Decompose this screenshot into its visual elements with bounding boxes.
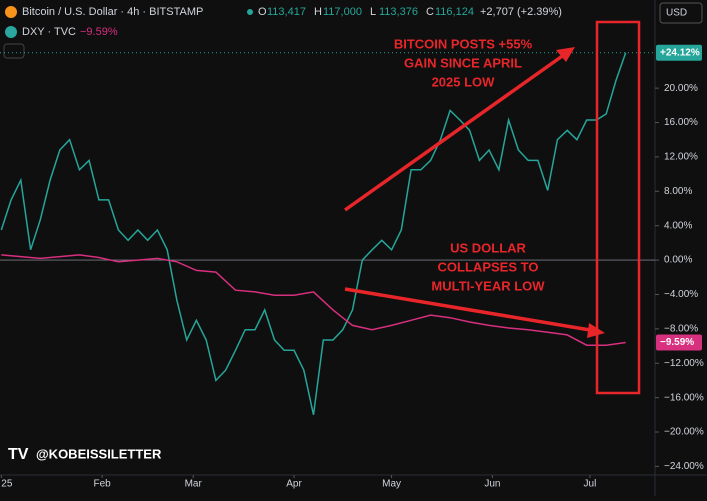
series-line — [1, 254, 626, 346]
y-tick-label: 16.00% — [664, 117, 698, 128]
collapse-button[interactable] — [3, 43, 25, 59]
x-tick-label: Mar — [185, 479, 203, 490]
symbol: Bitcoin / U.S. Dollar · 4h · BITSTAMP — [22, 6, 203, 18]
ohlc-key: O — [258, 6, 267, 18]
currency[interactable]: USD — [666, 8, 687, 19]
last-value-box — [656, 334, 702, 351]
y-tick-label: −12.00% — [664, 358, 704, 369]
status-dot — [247, 9, 253, 15]
last-value-label: −9.59% — [660, 337, 694, 348]
series-line — [0, 52, 627, 415]
y-tick-label: −20.00% — [664, 427, 704, 438]
y-tick-label: −8.00% — [664, 323, 698, 334]
x-tick-label: Jun — [484, 479, 500, 490]
arrow — [343, 50, 570, 212]
currency-button[interactable] — [659, 2, 703, 24]
annotation: MULTI-YEAR LOW — [431, 278, 545, 293]
annotation: COLLAPSES TO — [438, 259, 539, 274]
ohlc-value: 113,376 — [379, 6, 418, 18]
ohlc-key: C — [426, 6, 434, 18]
x-tick-label: May — [382, 479, 401, 490]
ohlc-key: L — [370, 6, 376, 18]
legend-name: DXY · TVC — [22, 26, 76, 38]
annotation: BITCOIN POSTS +55% — [394, 36, 533, 51]
annotation: GAIN SINCE APRIL — [404, 55, 522, 70]
ohlc-value: 116,124 — [435, 6, 474, 18]
annotation: US DOLLAR — [450, 240, 526, 255]
annotation: 2025 LOW — [432, 74, 496, 89]
x-tick-label: Feb — [94, 479, 112, 490]
y-tick-label: 4.00% — [664, 220, 692, 231]
ohlc-value: 113,417 — [267, 6, 306, 18]
x-tick-label: Apr — [286, 479, 302, 490]
ohlc-value: 117,000 — [323, 6, 362, 18]
watermark: @KOBEISSILETTER — [36, 446, 162, 461]
x-tick-label: Jul — [584, 479, 597, 490]
change: +2,707 (+2.39%) — [480, 6, 562, 18]
ohlc-key: H — [314, 6, 322, 18]
y-tick-label: 8.00% — [664, 186, 692, 197]
last-value-box — [656, 44, 702, 61]
legend-value: −9.59% — [80, 26, 118, 38]
btc-icon — [5, 6, 17, 18]
x-tick-label: 25 — [1, 479, 13, 490]
y-tick-label: 12.00% — [664, 152, 698, 163]
arrowhead — [556, 47, 575, 62]
ohlc: O 113,417 H 117,000 L 113,376 C 116,124 — [258, 6, 474, 18]
y-tick-label: −16.00% — [664, 392, 704, 403]
last-value-label: +24.12% — [660, 47, 700, 58]
y-tick-label: 0.00% — [664, 255, 692, 266]
y-tick-label: −4.00% — [664, 289, 698, 300]
y-tick-label: −24.00% — [664, 461, 704, 472]
logo: TV — [8, 446, 29, 463]
highlight-box — [595, 20, 641, 395]
dxy-icon — [5, 26, 17, 38]
arrow — [344, 287, 597, 333]
y-tick-label: 20.00% — [664, 83, 698, 94]
arrowhead — [587, 323, 605, 338]
